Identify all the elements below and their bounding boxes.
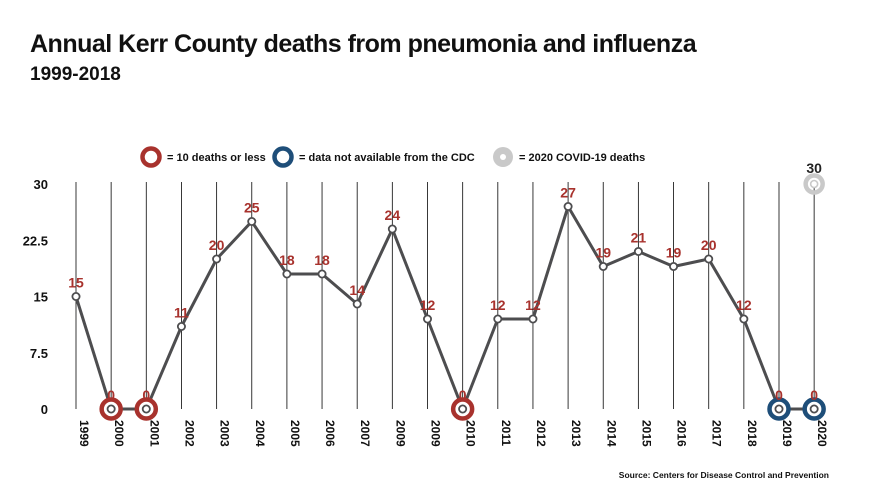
legend-blue-marker	[272, 146, 294, 168]
covid-ring	[803, 173, 825, 195]
data-point	[774, 404, 784, 414]
data-label: 11	[174, 305, 189, 321]
covid-label: 30	[806, 160, 822, 176]
data-point	[282, 269, 292, 279]
source-note: Source: Centers for Disease Control and …	[618, 470, 829, 480]
y-tick-label: 7.5	[30, 346, 48, 361]
data-label: 0	[107, 387, 115, 403]
data-point	[176, 321, 186, 331]
x-tick-label: 2015	[639, 420, 653, 447]
data-label: 0	[775, 387, 783, 403]
x-tick-label: 2001	[147, 420, 161, 447]
x-tick-label: 2000	[112, 420, 126, 447]
data-label: 21	[631, 230, 647, 246]
data-point	[809, 404, 819, 414]
legend-gray-marker-center	[500, 154, 506, 160]
x-tick-label: 2018	[745, 420, 759, 447]
x-tick-label: 2007	[358, 420, 372, 447]
data-point	[563, 201, 573, 211]
data-point	[669, 261, 679, 271]
x-tick-label: 2009	[393, 420, 407, 447]
data-point	[739, 314, 749, 324]
x-tick-label: 2004	[253, 420, 267, 447]
x-tick-label: 2009	[429, 420, 443, 447]
data-point	[598, 261, 608, 271]
data-label: 20	[209, 237, 225, 253]
x-tick-label: 2003	[218, 420, 232, 447]
data-label: 0	[142, 387, 150, 403]
x-tick-label: 2002	[182, 420, 196, 447]
x-axis-ticks: 1999 2000 2001 2002 2003 2004 2005 2006 2007 2009…	[77, 420, 829, 447]
y-tick-label: 15	[34, 290, 48, 305]
data-label: 12	[490, 297, 506, 313]
data-point	[633, 246, 643, 256]
data-point	[247, 216, 257, 226]
data-point	[212, 254, 222, 264]
series	[74, 205, 815, 411]
data-label: 19	[666, 245, 682, 261]
legend-red-marker	[140, 146, 162, 168]
data-point	[352, 299, 362, 309]
data-label: 18	[314, 252, 330, 268]
legend: = 10 deaths or less = data not available …	[140, 146, 645, 168]
data-label: 24	[385, 207, 401, 223]
x-tick-label: 2020	[815, 420, 829, 447]
legend-text: = 2020 COVID-19 deaths	[519, 152, 645, 164]
y-tick-label: 30	[34, 177, 48, 192]
data-point	[422, 314, 432, 324]
data-label: 18	[279, 252, 295, 268]
data-point	[141, 404, 151, 414]
legend-text: = data not available from the CDC	[299, 152, 475, 164]
data-point	[71, 291, 81, 301]
data-point	[106, 404, 116, 414]
x-tick-label: 2016	[675, 420, 689, 447]
x-tick-label: 1999	[77, 420, 91, 447]
markers	[71, 173, 826, 421]
data-point	[528, 314, 538, 324]
data-point	[317, 269, 327, 279]
grid	[75, 182, 815, 409]
data-label: 14	[349, 282, 365, 298]
data-label: 20	[701, 237, 717, 253]
data-point	[458, 404, 468, 414]
x-tick-label: 2006	[323, 420, 337, 447]
data-label: 19	[595, 245, 611, 261]
y-axis-ticks: 0 7.5 15 22.5 30	[23, 177, 48, 417]
covid-point	[809, 179, 819, 189]
chart-subtitle: 1999-2018	[30, 64, 121, 85]
x-tick-label: 2011	[499, 420, 513, 446]
data-point	[704, 254, 714, 264]
series-line	[74, 205, 815, 411]
x-tick-label: 2017	[710, 420, 724, 447]
x-tick-label: 2019	[780, 420, 794, 447]
data-label: 12	[420, 297, 436, 313]
x-tick-label: 2010	[464, 420, 478, 447]
y-tick-label: 0	[41, 402, 48, 417]
data-labels: 30 15 0 0 11 20 25 18 18 14 24 12 0 12 12 27 19 21 19 20 12 0…	[68, 160, 822, 403]
legend-text: = 10 deaths or less	[167, 152, 266, 164]
data-label: 25	[244, 200, 260, 216]
x-tick-label: 2012	[534, 420, 548, 447]
data-label: 12	[736, 297, 752, 313]
data-label: 0	[459, 387, 467, 403]
data-label: 27	[560, 185, 576, 201]
data-point	[387, 224, 397, 234]
data-label: 15	[68, 275, 84, 291]
data-label: 0	[810, 387, 818, 403]
x-tick-label: 2005	[288, 420, 302, 447]
x-tick-label: 2014	[604, 420, 618, 447]
data-label: 12	[525, 297, 541, 313]
chart-title: Annual Kerr County deaths from pneumonia…	[30, 30, 697, 58]
x-tick-label: 2013	[569, 420, 583, 447]
data-point	[493, 314, 503, 324]
y-tick-label: 22.5	[23, 233, 48, 248]
